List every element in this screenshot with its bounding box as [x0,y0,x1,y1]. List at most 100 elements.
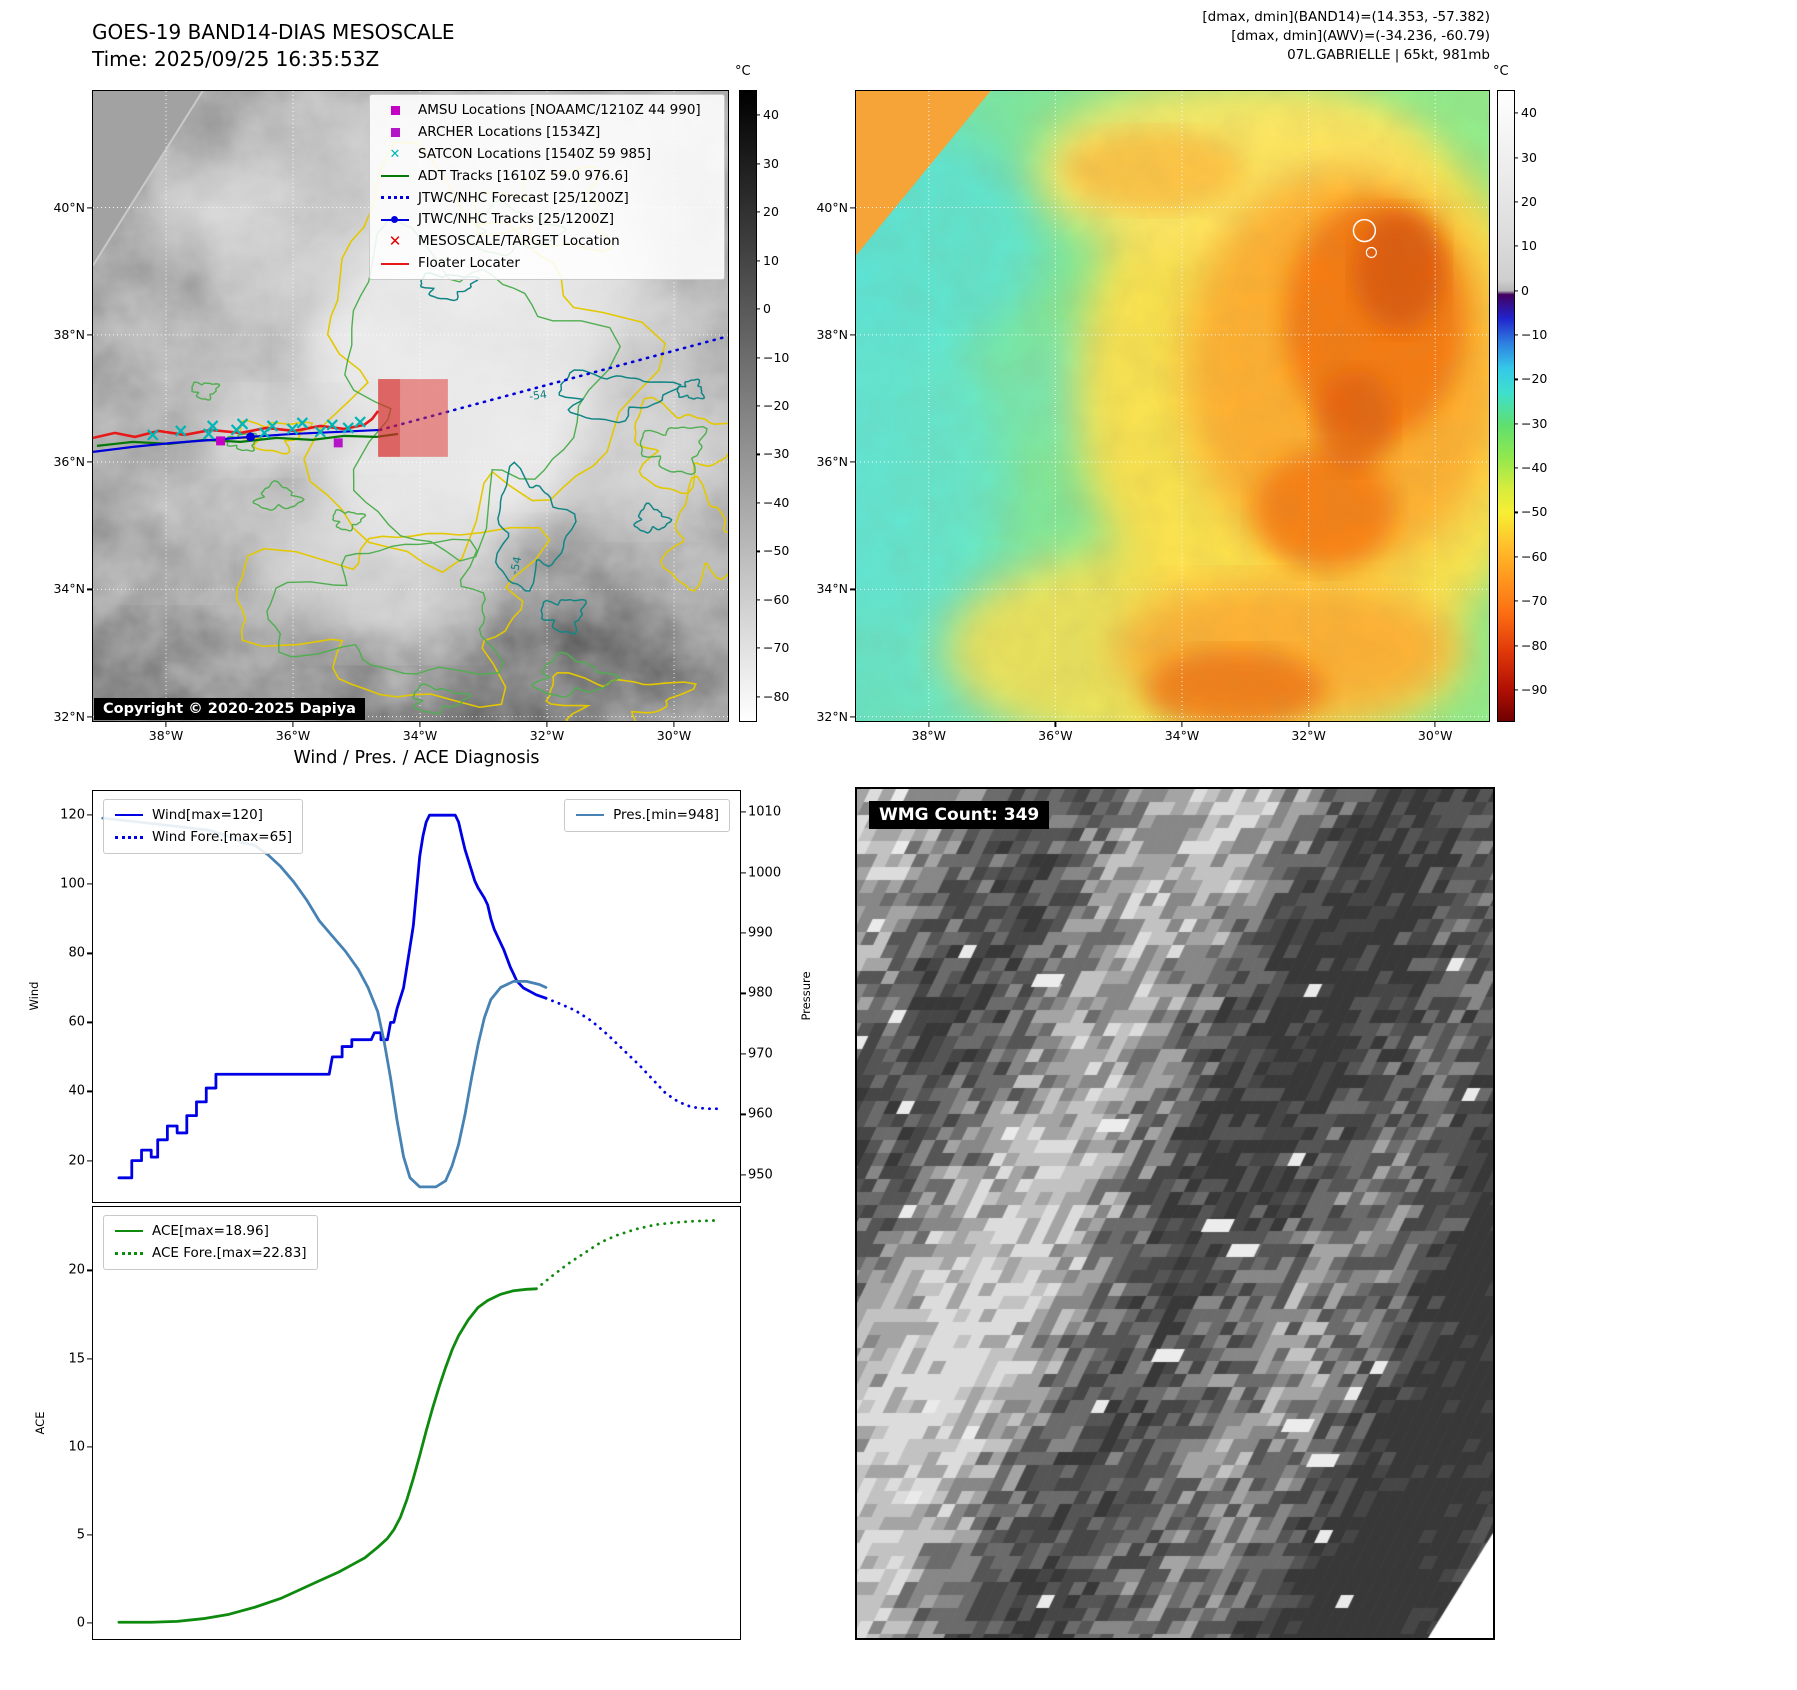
y-tick-label: 10 [68,1439,85,1455]
colorbar-tick-mark [1514,290,1518,292]
y-tick-label: 15 [68,1351,85,1367]
page-subtitle-time: Time: 2025/09/25 16:35:53Z [92,47,380,71]
legend-row: ✕ SATCON Locations [1540Z 59 985] [380,146,714,163]
legend-label: ADT Tracks [1610Z 59.0 976.6] [418,167,629,184]
y-tick-mark [87,1159,92,1162]
x-marker: ✕ [388,232,402,251]
y-tick-label: 60 [68,1014,85,1030]
wind-axis-label: Wind [27,981,41,1011]
y-tick-mark [87,1269,92,1272]
lat-tick-mark [87,588,92,590]
lon-tick-mark [419,722,421,727]
colorbar-tick-label: 20 [763,203,779,219]
pressure-legend: Pres.[min=948] [564,799,730,832]
colorbar-tick-mark [756,260,760,262]
lon-tick-mark [1434,722,1436,727]
colorbar-tick-label: −60 [1521,548,1548,564]
y-tick-mark [87,1358,92,1360]
band14-satellite-panel: AMSU Locations [NOAAMC/1210Z 44 990] ARCH… [53,90,729,742]
legend-row: Floater Locater [380,255,714,272]
lon-tick-label: 36°W [275,728,311,743]
y-tick-label: 1000 [748,865,782,881]
ace-axis-label: ACE [33,1411,47,1435]
lon-tick-mark [292,722,294,727]
lat-tick-mark [87,461,92,463]
lat-tick-mark [850,206,855,209]
y-tick-mark [87,1446,92,1448]
y-tick-mark [87,1021,92,1023]
y-tick-mark [741,811,746,813]
legend-row: JTWC/NHC Forecast [25/1200Z] [380,190,714,207]
lat-tick-label: 40°N [816,199,848,215]
y-tick-label: 980 [748,985,773,1001]
x-marker: ✕ [389,146,401,162]
legend-marker [114,1251,144,1255]
colorbar-tick-label: −20 [763,397,790,413]
ace-legend: ACE[max=18.96] ACE Fore.[max=22.83] [103,1215,318,1270]
colorbar-tick-mark [1514,423,1518,425]
colorbar-tick-label: −40 [1521,459,1548,475]
y-tick-mark [87,1090,92,1093]
legend-label: Floater Locater [418,255,520,272]
colorbar-tick-label: 40 [763,106,779,122]
colorbar-tick-label: 20 [1521,193,1537,209]
colorbar-tick-label: −60 [763,591,790,607]
colorbar-tick-mark [1514,156,1518,159]
y-tick-label: 120 [60,807,85,823]
lon-tick-label: 38°W [148,728,184,743]
line-marker [381,262,409,265]
lat-tick-label: 38°N [53,326,85,342]
contour-value-label: -54 [528,387,548,404]
colorbar-tick-label: −50 [763,543,790,559]
awv-colorbar: 40 30 20 10 0 −10 −20 −30 −40 −50 −60 −70 −80 −90 [1497,90,1547,722]
colorbar-tick-label: 30 [763,155,779,171]
y-tick-label: 1010 [748,804,782,820]
lon-tick-label: 34°W [1164,728,1200,743]
y-tick-label: 960 [748,1106,773,1122]
colorbar-tick-label: 0 [1521,282,1529,298]
lon-tick-label: 32°W [529,728,565,743]
colorbar-tick-mark [756,356,760,359]
lat-tick-label: 34°N [816,581,848,597]
wind-legend: Wind[max=120] Wind Fore.[max=65] [103,799,304,854]
lon-tick-label: 34°W [402,728,438,743]
wmg-image [857,789,1493,1638]
colorbar-tick-mark [756,308,760,310]
colorbar-tick-mark [756,453,760,456]
colorbar-tick-mark [756,114,760,116]
lat-tick-mark [850,334,855,336]
square-marker [390,105,400,115]
colorbar-tick-mark [756,405,760,407]
legend-label: SATCON Locations [1540Z 59 985] [418,145,651,162]
legend-row: ACE Fore.[max=22.83] [114,1245,307,1262]
legend-marker [114,814,144,817]
colorbar-tick-mark [756,550,760,552]
lat-tick-mark [87,715,92,718]
copyright-badge: Copyright © 2020-2025 Dapiya [94,698,365,720]
legend-row: Wind Fore.[max=65] [114,829,292,846]
colorbar-tick-label: −80 [1521,637,1548,653]
series-line [544,996,722,1111]
y-tick-label: 0 [76,1615,85,1631]
contours [419,272,706,635]
colorbar-tick-mark [1514,378,1518,380]
wmg-count-badge: WMG Count: 349 [869,801,1050,829]
lon-tick-label: 32°W [1291,728,1326,743]
y-tick-label: 5 [76,1527,85,1543]
legend-marker [380,175,410,178]
y-tick-label: 20 [68,1262,85,1278]
colorbar-tick-mark [1514,600,1518,602]
legend-marker [114,1230,144,1233]
legend-marker [380,262,410,265]
y-tick-label: 970 [748,1046,773,1062]
y-tick-label: 990 [748,925,773,941]
legend-marker [575,814,605,817]
series-line [534,1219,716,1291]
line-marker [576,814,605,817]
lon-tick-label: 30°W [1417,728,1453,743]
colorbar-tick-mark [756,163,760,165]
dotted-line-marker [115,1251,143,1255]
observation-markers [147,416,366,448]
legend-label: MESOSCALE/TARGET Location [418,233,620,250]
legend-row: ACE[max=18.96] [114,1223,307,1240]
